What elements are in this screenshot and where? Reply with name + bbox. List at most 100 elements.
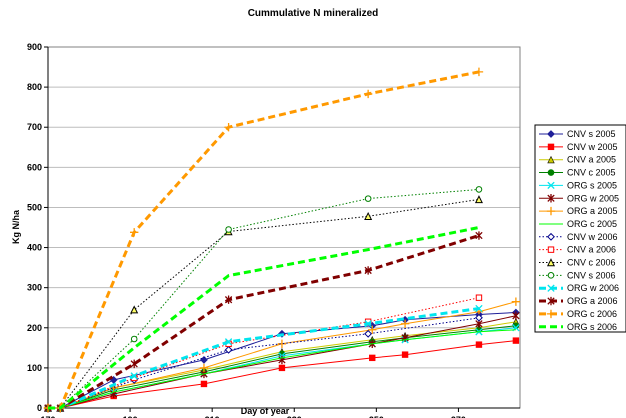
chart-title: Cummulative N mineralized	[248, 8, 379, 19]
legend-item: CNV s 2005	[539, 129, 616, 139]
data-point	[364, 329, 373, 338]
data-point	[547, 272, 555, 279]
data-point	[546, 258, 556, 267]
legend-label: CNV s 2006	[567, 270, 616, 280]
series-line	[48, 226, 480, 410]
x-axis-title: Day of year	[241, 406, 290, 416]
data-point	[547, 143, 555, 151]
series-org-s-2006	[48, 226, 480, 410]
legend: CNV s 2005 CNV w 2005 CNV a 2005 CNV c 2005…	[534, 124, 626, 333]
y-tick-label: 700	[27, 122, 42, 132]
data-point	[199, 363, 209, 373]
data-point	[547, 296, 555, 306]
data-point	[546, 309, 556, 319]
gridlines	[48, 46, 520, 369]
series-org-c-2005	[48, 329, 516, 409]
data-point	[224, 338, 233, 346]
data-point	[369, 354, 376, 362]
data-point	[278, 364, 286, 372]
data-point	[364, 266, 372, 275]
legend-item: ORG a 2005	[539, 206, 618, 216]
series-org-c-2006	[43, 67, 484, 413]
data-point	[224, 123, 233, 132]
data-point	[547, 155, 555, 164]
data-point	[401, 351, 409, 358]
series-line	[48, 329, 516, 409]
legend-label: CNV c 2005	[567, 168, 616, 178]
legend-label: CNV c 2006	[567, 258, 616, 268]
series-line	[48, 70, 480, 410]
x-tick-label: 230	[287, 415, 302, 418]
data-point	[547, 232, 555, 241]
legend-label: CNV s 2005	[567, 129, 616, 139]
x-tick-label: 250	[369, 415, 384, 418]
legend-label: ORG a 2005	[567, 206, 618, 216]
legend-label: CNV a 2006	[567, 245, 616, 255]
data-point	[475, 341, 483, 348]
legend-item: ORG s 2006	[539, 322, 617, 332]
legend-label: ORG s 2005	[567, 180, 617, 190]
legend-item: CNV c 2005	[539, 168, 616, 178]
data-point	[130, 359, 138, 369]
series-line	[48, 307, 480, 410]
legend-label: ORG w 2006	[567, 283, 619, 293]
legend-item: CNV a 2005	[539, 155, 616, 165]
data-point	[475, 186, 483, 193]
data-point	[363, 89, 373, 99]
y-tick-label: 200	[27, 323, 42, 333]
legend-label: ORG c 2006	[567, 309, 617, 319]
legend-item: ORG s 2005	[539, 180, 617, 190]
data-point	[547, 181, 555, 190]
x-tick-label: 190	[123, 415, 138, 418]
legend-label: CNV w 2006	[567, 232, 618, 242]
legend-label: ORG a 2006	[567, 296, 618, 306]
data-point	[474, 195, 483, 204]
legend-item: ORG a 2006	[539, 296, 618, 306]
data-point	[547, 246, 555, 253]
data-point	[475, 294, 483, 301]
data-point	[129, 228, 139, 237]
data-point	[130, 372, 138, 380]
y-tick-label: 400	[27, 243, 42, 253]
legend-item: CNV c 2006	[539, 258, 616, 268]
legend-item: CNV s 2006	[539, 270, 616, 280]
data-point	[547, 169, 555, 176]
data-point	[364, 211, 373, 220]
x-tick-label: 170	[40, 415, 55, 418]
legend-item: CNV a 2006	[539, 245, 616, 255]
legend-label: ORG c 2005	[567, 219, 617, 229]
y-axis-title: Kg N/ha	[11, 209, 21, 244]
data-point	[512, 337, 520, 344]
data-point	[511, 297, 521, 306]
legend-label: ORG s 2006	[567, 322, 617, 332]
legend-item: CNV w 2005	[539, 142, 618, 152]
series-line	[48, 234, 480, 410]
series-line	[48, 188, 480, 409]
legend-item: ORG c 2006	[539, 309, 617, 319]
y-tick-label: 300	[27, 283, 42, 293]
y-tick-label: 800	[27, 82, 42, 92]
legend-item: ORG w 2005	[539, 193, 619, 203]
data-point	[364, 195, 372, 202]
data-point	[547, 130, 555, 138]
legend-label: CNV a 2005	[567, 155, 616, 165]
y-tick-label: 900	[27, 42, 42, 52]
data-point	[475, 313, 483, 322]
legend-label: CNV w 2005	[567, 142, 618, 152]
data-point	[200, 380, 208, 388]
data-point	[475, 304, 483, 313]
axes: 0 100 200 300 400 500 600 700 800 900 170 190 210 230…	[27, 42, 520, 418]
series-line	[48, 198, 480, 409]
series-line	[48, 317, 480, 409]
data-point	[130, 335, 138, 343]
data-point	[224, 295, 233, 304]
legend-item: ORG w 2006	[539, 283, 619, 293]
legend-item: ORG c 2005	[539, 219, 617, 229]
y-tick-label: 0	[37, 403, 42, 413]
data-point	[400, 319, 410, 328]
y-tick-label: 500	[27, 202, 42, 212]
series-lines	[43, 67, 521, 413]
data-point	[364, 320, 372, 328]
data-point	[547, 284, 555, 292]
data-point	[277, 339, 287, 349]
